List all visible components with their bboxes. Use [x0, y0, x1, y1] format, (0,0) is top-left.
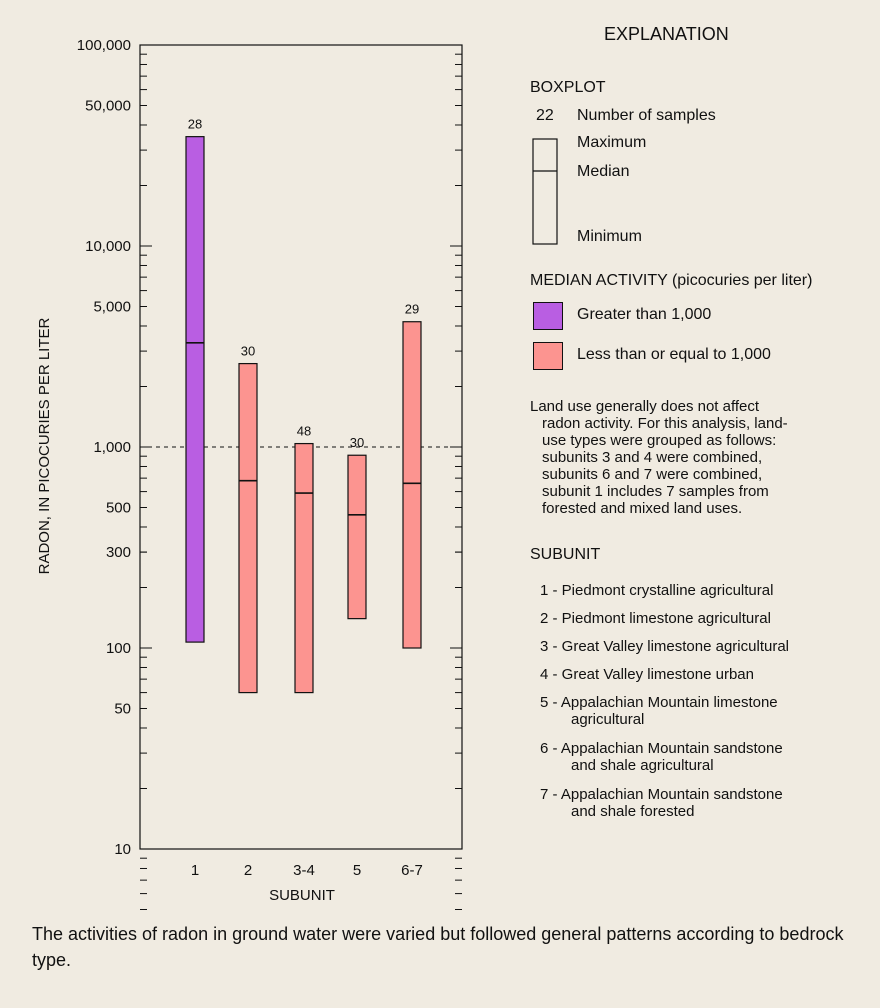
y-tick-label: 5,000 [93, 299, 131, 316]
x-tick-label: 2 [244, 862, 252, 879]
land-use-line: subunit 1 includes 7 samples from [542, 483, 769, 500]
y-tick-label: 500 [106, 500, 131, 517]
sample-count-label: Number of samples [577, 107, 716, 124]
sample-count-label: 29 [405, 302, 419, 317]
subunit-item: 6 - Appalachian Mountain sandstone and s… [540, 740, 870, 774]
subunit-line: agricultural [571, 711, 645, 728]
land-use-line: radon activity. For this analysis, land- [542, 415, 788, 432]
subunit-line: 1 - Piedmont crystalline agricultural [540, 582, 774, 599]
subunit-line: 6 - Appalachian Mountain sandstone [540, 740, 783, 757]
boxes: 28 1 30 2 48 3-4 30 5 29 6-7 [185, 117, 423, 879]
sample-count-example: 22 [536, 107, 554, 124]
major-ticks: 100,000 50,000 10,000 5,000 1,000 500 300 100 50… [77, 37, 462, 858]
subunit-line: 5 - Appalachian Mountain limestone [540, 694, 778, 711]
sample-count-label: 28 [188, 117, 202, 132]
explanation-legend: EXPLANATION BOXPLOT 22 Number of samples… [530, 24, 870, 820]
subunit-line: 7 - Appalachian Mountain sandstone [540, 786, 783, 803]
x-tick-label: 6-7 [401, 862, 423, 879]
y-tick-label: 10 [114, 841, 131, 858]
land-use-line: use types were grouped as follows: [542, 432, 777, 449]
box-3-4 [294, 442, 314, 694]
subunit-line: and shale agricultural [571, 757, 714, 774]
y-tick-label: 100,000 [77, 37, 131, 54]
x-tick-label: 5 [353, 862, 361, 879]
land-use-line: Land use generally does not affect [530, 398, 760, 415]
x-tick-label: 1 [191, 862, 199, 879]
land-use-line: forested and mixed land uses. [542, 500, 743, 517]
plot-frame [139, 44, 463, 850]
sample-count-label: 30 [241, 344, 255, 359]
box-5 [347, 454, 367, 620]
median-label: Median [577, 163, 630, 180]
high-activity-label: Greater than 1,000 [577, 306, 712, 323]
land-use-note: Land use generally does not affect radon… [530, 398, 860, 517]
subunit-heading: SUBUNIT [530, 546, 601, 563]
subunit-line: 2 - Piedmont limestone agricultural [540, 610, 771, 627]
y-tick-label: 50,000 [85, 98, 131, 115]
minimum-label: Minimum [577, 228, 642, 245]
box-6-7 [402, 321, 422, 649]
subunit-line: and shale forested [571, 803, 695, 820]
minor-ticks [140, 53, 462, 910]
x-axis-label: SUBUNIT [269, 887, 335, 904]
subunit-item: 7 - Appalachian Mountain sandstone and s… [540, 786, 870, 820]
box-1 [185, 136, 205, 643]
y-axis-label: RADON, IN PICOCURIES PER LITER [36, 317, 53, 574]
boxplot-heading: BOXPLOT [530, 79, 606, 96]
y-tick-label: 300 [106, 544, 131, 561]
low-activity-label: Less than or equal to 1,000 [577, 346, 771, 363]
box-2 [238, 362, 258, 694]
subunit-item: 5 - Appalachian Mountain limestone agric… [540, 694, 870, 728]
subunit-line: 4 - Great Valley limestone urban [540, 666, 754, 683]
land-use-line: subunits 6 and 7 were combined, [542, 466, 763, 483]
figure-caption: The activities of radon in ground water … [32, 924, 844, 970]
subunit-item: 3 - Great Valley limestone agricultural [540, 638, 870, 655]
legend-example-box [532, 138, 558, 245]
activity-heading: MEDIAN ACTIVITY (picocuries per liter) [530, 272, 813, 289]
legend-title: EXPLANATION [604, 24, 729, 44]
y-tick-label: 1,000 [93, 439, 131, 456]
y-tick-label: 50 [114, 701, 131, 718]
radon-boxplot-chart: 100,000 50,000 10,000 5,000 1,000 500 300 100 50… [36, 37, 558, 910]
sample-count-label: 48 [297, 424, 311, 439]
maximum-label: Maximum [577, 134, 647, 151]
land-use-line: subunits 3 and 4 were combined, [542, 449, 763, 466]
low-activity-swatch [533, 342, 563, 370]
high-activity-swatch [533, 302, 563, 330]
subunit-item: 2 - Piedmont limestone agricultural [540, 610, 870, 627]
x-tick-label: 3-4 [293, 862, 315, 879]
sample-count-label: 30 [350, 435, 364, 450]
y-tick-label: 10,000 [85, 238, 131, 255]
subunit-line: 3 - Great Valley limestone agricultural [540, 638, 789, 655]
y-tick-label: 100 [106, 640, 131, 657]
subunit-item: 1 - Piedmont crystalline agricultural [540, 582, 870, 599]
subunit-item: 4 - Great Valley limestone urban [540, 666, 870, 683]
